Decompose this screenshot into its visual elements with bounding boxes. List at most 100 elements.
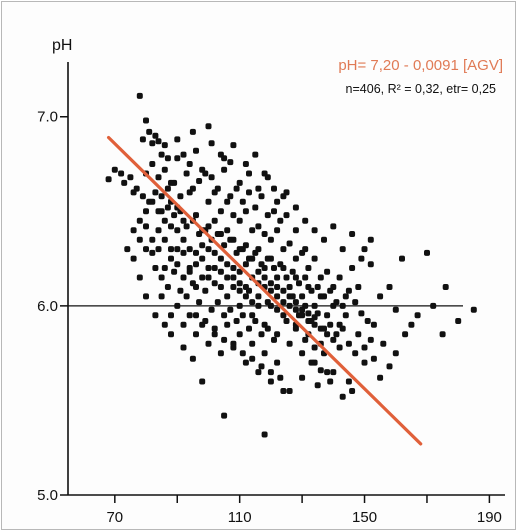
- data-point: [274, 284, 281, 290]
- data-point: [408, 321, 415, 328]
- data-point: [180, 151, 187, 158]
- data-point: [305, 265, 312, 271]
- data-point: [442, 284, 449, 290]
- data-point: [367, 261, 374, 268]
- data-point: [274, 293, 281, 300]
- data-point: [236, 302, 243, 309]
- data-point: [292, 306, 299, 313]
- data-point: [296, 280, 302, 287]
- data-point: [267, 369, 274, 376]
- data-point: [299, 350, 306, 357]
- data-point: [199, 274, 206, 281]
- data-point: [180, 344, 187, 351]
- data-point: [224, 274, 231, 281]
- data-point: [358, 310, 365, 317]
- data-point: [367, 336, 374, 343]
- data-point: [189, 128, 196, 135]
- data-point: [261, 350, 268, 357]
- data-point: [180, 249, 187, 256]
- data-point: [352, 350, 359, 357]
- data-point: [246, 325, 252, 332]
- data-point: [386, 284, 393, 290]
- data-point: [227, 236, 234, 243]
- data-point: [186, 312, 193, 319]
- data-point: [205, 123, 212, 130]
- data-point: [149, 140, 156, 147]
- data-point: [202, 318, 209, 324]
- data-point: [267, 378, 274, 385]
- data-point: [302, 336, 309, 343]
- data-point: [180, 236, 187, 243]
- data-point: [136, 217, 143, 224]
- data-point: [280, 388, 287, 394]
- data-point: [280, 246, 287, 253]
- data-point: [246, 170, 252, 177]
- data-point: [377, 293, 384, 300]
- data-point: [221, 312, 228, 319]
- data-point: [152, 265, 159, 271]
- data-point: [168, 246, 174, 253]
- data-point: [352, 299, 359, 306]
- data-point: [155, 174, 162, 181]
- data-point: [196, 299, 203, 306]
- data-point: [111, 166, 118, 173]
- data-point: [299, 293, 306, 300]
- data-point: [239, 350, 246, 357]
- data-point: [336, 344, 343, 351]
- data-point: [317, 274, 324, 281]
- data-point: [345, 287, 352, 294]
- data-point: [327, 378, 334, 385]
- data-point: [224, 293, 231, 300]
- data-point: [380, 340, 387, 347]
- data-point: [349, 388, 356, 394]
- data-point: [242, 293, 249, 300]
- data-point: [217, 268, 224, 275]
- data-point: [292, 274, 299, 281]
- data-point: [261, 170, 268, 177]
- data-point: [149, 198, 156, 205]
- data-point: [339, 325, 346, 332]
- data-point: [199, 255, 206, 262]
- x-tick-label: 150: [352, 509, 377, 526]
- data-point: [152, 189, 159, 196]
- data-point: [264, 299, 271, 306]
- data-point: [308, 287, 315, 294]
- data-point: [336, 274, 343, 281]
- data-point: [355, 284, 362, 290]
- data-point: [205, 246, 212, 253]
- fit-statistics: n=406, R² = 0,32, etr= 0,25: [346, 82, 496, 96]
- data-point: [155, 208, 162, 215]
- data-point: [174, 227, 181, 234]
- data-point: [311, 255, 318, 262]
- data-point: [180, 274, 187, 281]
- data-point: [130, 255, 137, 262]
- data-point: [239, 198, 246, 205]
- data-point: [224, 198, 231, 205]
- data-point: [249, 340, 256, 347]
- data-point: [339, 246, 346, 253]
- data-point: [264, 212, 271, 219]
- fit-equation: pH= 7,20 - 0,0091 [AGV]: [338, 57, 503, 74]
- data-point: [186, 268, 193, 275]
- data-point: [155, 138, 162, 145]
- data-point: [152, 132, 159, 139]
- data-point: [217, 255, 224, 262]
- data-point: [324, 268, 331, 275]
- data-point: [283, 274, 290, 281]
- data-point: [205, 340, 212, 347]
- data-point: [258, 261, 265, 268]
- data-point: [246, 255, 252, 262]
- data-point: [186, 161, 193, 167]
- data-point: [258, 331, 265, 338]
- data-point: [164, 155, 171, 162]
- data-point: [171, 268, 178, 275]
- data-point: [174, 136, 181, 143]
- data-point: [205, 198, 212, 205]
- data-point: [208, 174, 215, 181]
- data-point: [264, 255, 271, 262]
- data-point: [277, 374, 284, 381]
- data-point: [193, 331, 199, 338]
- data-point: [333, 299, 340, 306]
- data-point: [283, 318, 290, 324]
- data-point: [271, 265, 277, 271]
